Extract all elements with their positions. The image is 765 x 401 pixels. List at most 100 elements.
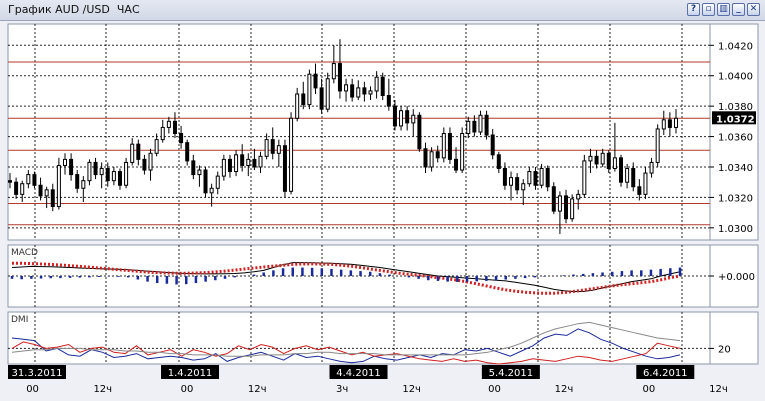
candle-body [295,93,300,119]
date-label-box [636,365,695,379]
minimize-button[interactable]: _ [732,3,745,16]
candle [81,176,86,202]
candle-body [215,175,220,189]
candle [466,116,471,139]
candle [179,125,184,149]
candle-body [38,184,43,197]
series-line [11,321,681,357]
date-label: 31.3.2011 [12,368,63,379]
candle-body [344,84,349,92]
candle [69,153,74,181]
candle-body [221,158,226,177]
candle-body [26,174,31,185]
candle [588,148,593,174]
candle-body [81,180,86,189]
candle-body [441,133,446,159]
hour-label: 12ч [248,384,267,395]
candle-body [111,171,116,182]
candle-body [606,152,611,170]
series-line [11,262,681,292]
question-icon: ? [690,4,697,14]
candle [521,179,526,206]
candle-body [307,73,312,106]
x-axis: 31.3.2011 1.4.2011 4.4.2011 5.4.2011 6.4.201… [8,365,728,395]
candle [655,124,660,167]
candle-body [392,105,397,127]
candle [533,166,538,190]
candle-body [374,76,379,92]
candle [295,87,300,122]
candle [258,151,263,174]
candle [472,115,477,137]
candle-body [564,195,569,220]
candle-body [99,168,104,176]
candle [368,86,373,101]
hour-label: 00 [488,384,501,395]
candle-body [496,154,501,170]
candle-body [50,189,55,208]
candle [307,69,312,110]
candle [509,171,514,201]
candle [399,106,404,131]
candle [337,39,342,99]
restore-button[interactable]: ▫ [702,3,715,16]
candle [454,147,459,174]
candle [570,194,575,222]
candle-body [649,161,654,174]
y-tick-label: 1.0300 [718,224,753,235]
candle [667,112,672,137]
candle [26,170,31,189]
candle-body [674,117,678,128]
candle-body [362,87,367,95]
candle-body [435,151,440,159]
candle-body [117,171,122,186]
candle-body [637,186,642,195]
candle [411,109,416,137]
candle [20,180,25,202]
candle [62,153,67,175]
candle-body [655,128,660,163]
chart-area[interactable]: 1.0300 1.0320 1.0340 1.0360 1.0380 1.0400 1.04… [0,20,765,401]
candle-body [124,161,129,186]
hour-label: 00 [26,384,39,395]
date-label-box [481,365,540,379]
candle [515,173,520,195]
candle [50,183,55,212]
candle [172,112,177,139]
candle-body [301,93,306,106]
candle [99,162,104,189]
candle-body [588,155,593,162]
candle-body [643,172,648,195]
candle [661,110,666,136]
current-price-tag [712,111,756,125]
candle-body [166,120,171,128]
candle-body [515,177,520,191]
candle [166,116,171,134]
y-axis-area [709,311,759,365]
candle-body [62,158,67,166]
candle [478,110,483,136]
candle [301,81,306,110]
hour-label: 12ч [709,384,728,395]
candle-body [32,174,37,186]
close-button[interactable]: ✕ [747,3,760,16]
candle [649,157,654,178]
candle [154,133,159,157]
date-label: 5.4.2011 [489,368,534,379]
candle [319,78,324,114]
candle-body [20,183,25,195]
hour-label: 12ч [402,384,421,395]
candle-body [105,168,110,182]
close-icon: ✕ [749,4,758,14]
tile-button[interactable]: ▥ [717,3,730,16]
y-tick-label: 1.0340 [718,163,753,174]
panel-macd: +0.000 MACD [7,244,759,308]
candle-body [319,87,324,110]
candle-body [331,63,336,80]
help-button[interactable]: ? [687,3,700,16]
series-line [11,328,681,364]
candle [637,179,642,201]
candle-body [276,145,281,154]
y-axis-area [709,244,759,308]
